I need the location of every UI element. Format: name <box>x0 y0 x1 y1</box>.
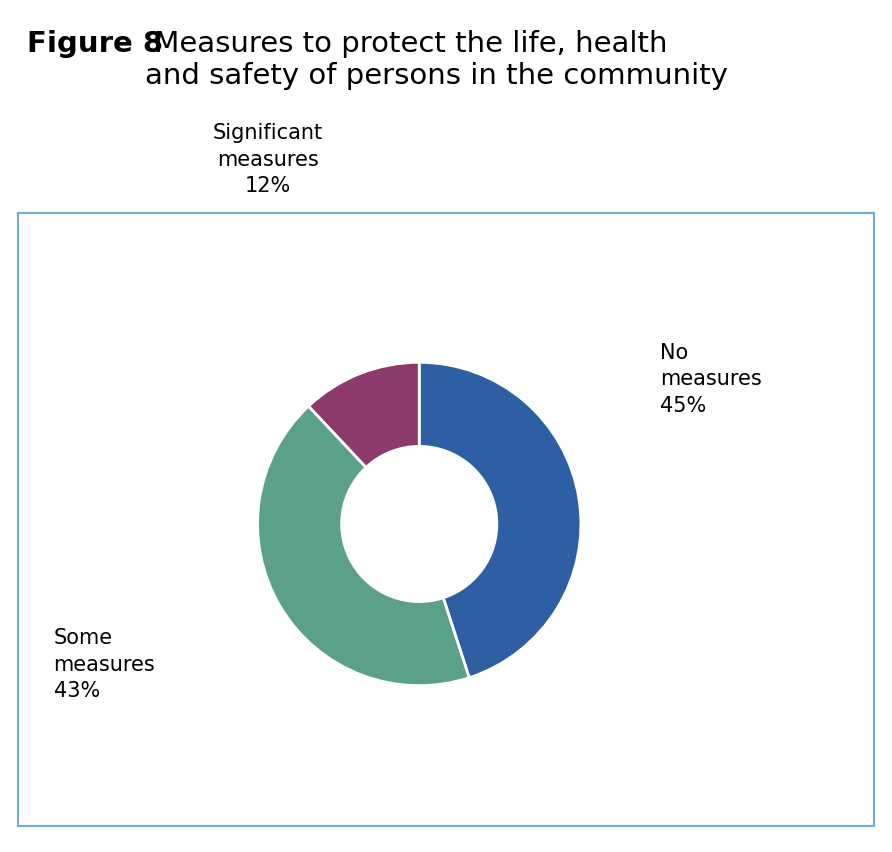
Text: Figure 8: Figure 8 <box>27 30 162 58</box>
Text: Significant
measures
12%: Significant measures 12% <box>212 124 323 196</box>
Wedge shape <box>419 362 581 677</box>
Wedge shape <box>309 362 419 468</box>
Text: Some
measures
43%: Some measures 43% <box>54 628 155 701</box>
Wedge shape <box>258 406 469 686</box>
Text: Measures to protect the life, health
and safety of persons in the community: Measures to protect the life, health and… <box>145 30 728 90</box>
Text: No
measures
45%: No measures 45% <box>660 343 762 416</box>
